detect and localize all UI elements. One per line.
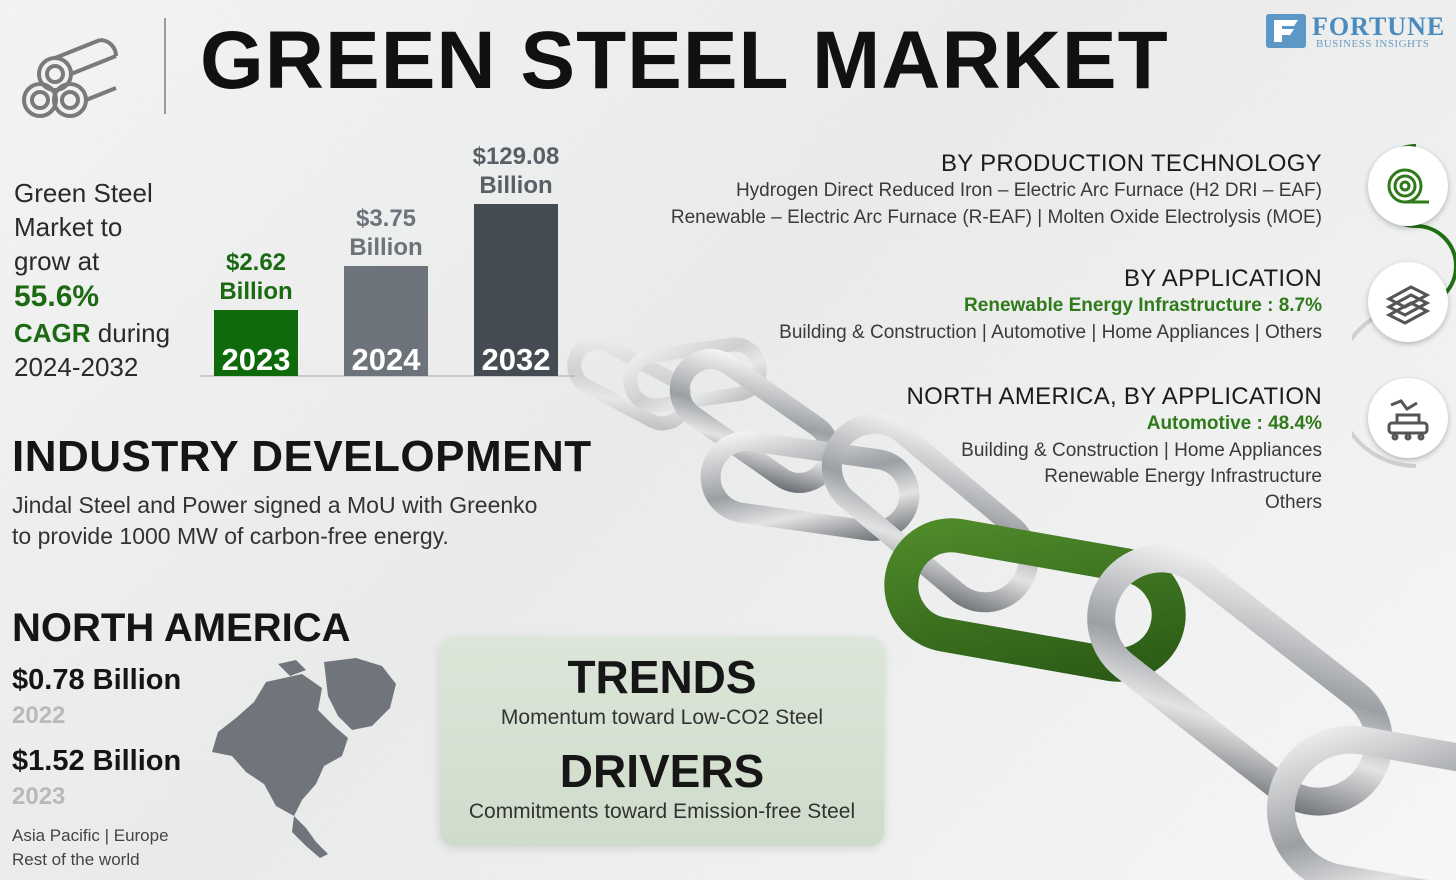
steel-coil-icon [1387,168,1429,204]
bar-value-label: Billion [349,234,422,261]
segment-line: Hydrogen Direct Reduced Iron – Electric … [735,180,1322,201]
north-america-heading: NORTH AMERICA [12,606,351,650]
cagr-period: 2024-2032 [14,352,139,382]
bar-year-label: 2032 [482,342,551,377]
segment-heading: BY APPLICATION [1123,265,1322,292]
bar-value-label: $3.75 [356,205,416,232]
bar-value-label: $129.08 [473,143,560,170]
chain-illustration [567,335,1456,880]
industry-text: Jindal Steel and Power signed a MoU with… [12,490,612,552]
brand-logo-icon [1266,14,1306,48]
segment-line: Building & Construction | Automotive | H… [779,322,1322,343]
segment-line: Renewable Energy Infrastructure [1044,466,1322,487]
segment-highlight: Renewable Energy Infrastructure : 8.7% [964,295,1322,316]
segment-line: Building & Construction | Home Appliance… [961,440,1322,461]
bar-value-label: Billion [219,278,292,305]
drivers-text: Commitments toward Emission-free Steel [468,800,856,823]
segment-application: BY APPLICATION Renewable Energy Infrastr… [562,265,1322,344]
bar-2024 [344,266,428,376]
application-badge [1368,262,1448,342]
north-america-value-2022: $0.78 Billion [12,664,182,696]
cagr-line-1: Green Steel [14,178,153,208]
cagr-summary: Green Steel Market to grow at 55.6% CAGR… [14,176,194,384]
assembly-robot-icon [1387,399,1429,441]
brand-subtitle: BUSINESS INSIGHTS [1316,38,1430,50]
bar-2023 [214,310,298,376]
trends-drivers-panel: TRENDS Momentum toward Low-CO2 Steel DRI… [440,638,884,846]
cagr-value: 55.6% [14,280,100,313]
north-america-map-icon [212,658,396,858]
trends-heading: TRENDS [567,651,757,703]
bar-value-label: Billion [479,172,552,199]
cagr-line-2: Market to [14,212,123,242]
segment-north-america-application: NORTH AMERICA, BY APPLICATION Automotive… [562,383,1322,514]
page-title: GREEN STEEL MARKET [200,15,1169,106]
steel-pipes-icon [22,38,118,118]
bar-2032 [474,204,558,376]
industry-line-2: to provide 1000 MW of carbon-free energy… [12,523,449,549]
bar-value-label: $2.62 [226,249,286,276]
bar-year-label: 2023 [222,342,291,377]
north-america-year-2023: 2023 [12,783,66,810]
cagr-label-line: CAGR during [14,316,194,350]
industry-line-1: Jindal Steel and Power signed a MoU with… [12,492,538,518]
header-divider [164,18,166,114]
bar-year-label: 2024 [352,342,422,377]
segment-highlight: Automotive : 48.4% [1146,413,1322,434]
market-size-bar-chart: 2023$2.62Billion2024$3.75Billion2032$129… [200,143,575,377]
segment-line: Others [1264,492,1322,513]
cagr-label: CAGR [14,318,91,348]
north-america-application-badge [1368,378,1448,458]
regions-line-1: Asia Pacific | Europe [12,826,169,845]
segment-heading: BY PRODUCTION TECHNOLOGY [940,150,1322,177]
north-america-year-2022: 2022 [12,702,66,729]
cagr-line-3: grow at [14,246,100,276]
regions-line-2: Rest of the world [12,850,140,869]
segment-production-technology: BY PRODUCTION TECHNOLOGY Hydrogen Direct… [562,150,1322,229]
production-technology-badge [1368,146,1448,226]
steel-beams-icon [1385,285,1431,325]
brand-name: FORTUNE [1312,12,1446,41]
segment-heading: NORTH AMERICA, BY APPLICATION [906,383,1322,410]
drivers-heading: DRIVERS [559,745,765,797]
trends-text: Momentum toward Low-CO2 Steel [500,706,824,729]
industry-heading: INDUSTRY DEVELOPMENT [12,432,592,481]
segment-line: Renewable – Electric Arc Furnace (R-EAF)… [670,207,1322,228]
north-america-value-2023: $1.52 Billion [12,745,182,777]
cagr-during: during [90,318,171,348]
other-regions: Asia Pacific | Europe Rest of the world [12,824,169,872]
